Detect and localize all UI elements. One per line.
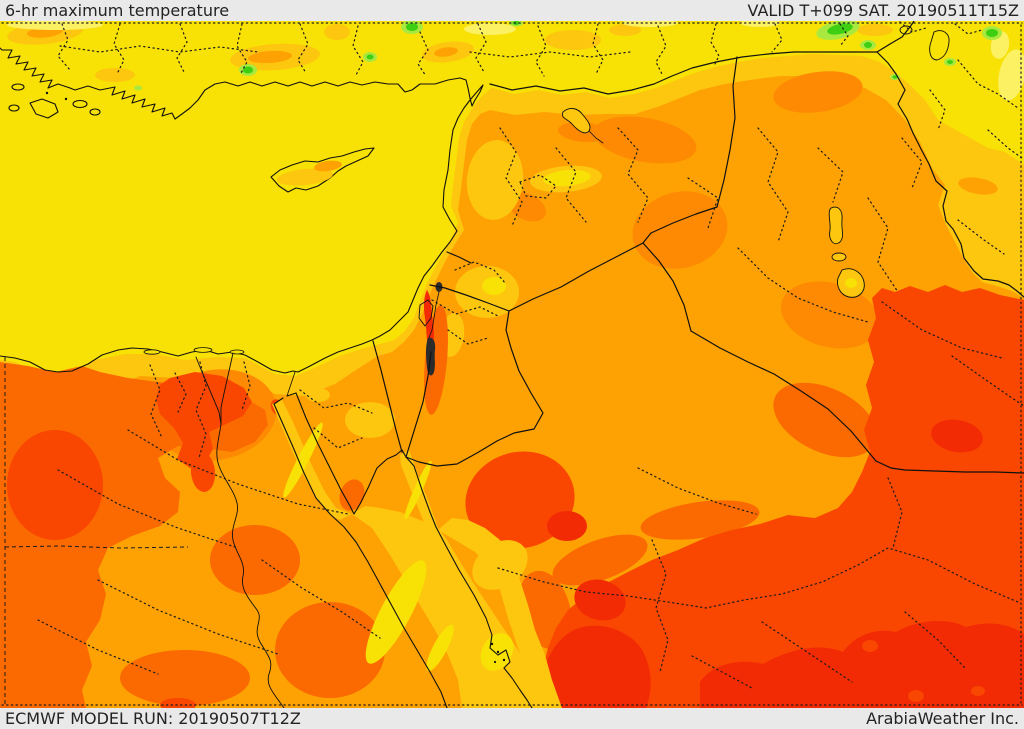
map-frame-dotted	[1, 22, 1023, 706]
syria-iraq-border	[642, 56, 738, 244]
temperature-map-canvas	[0, 21, 1024, 708]
valid-time-label: VALID T+099 SAT. 20190511T15Z	[747, 1, 1019, 20]
aegean-island	[11, 83, 25, 91]
turkey-syria-iraq-border	[489, 51, 878, 95]
brand-label: ArabiaWeather Inc.	[866, 709, 1019, 728]
aegean-coastline	[0, 47, 71, 89]
nile-east-branch	[220, 352, 234, 425]
turkey-iran-border	[876, 21, 915, 53]
coastal-lagoon	[229, 349, 245, 355]
nile-river	[195, 356, 285, 708]
jordan-river	[428, 291, 440, 339]
lake-tharthar	[828, 206, 844, 245]
weather-map	[0, 21, 1024, 708]
cyprus-interior	[277, 160, 342, 186]
coastal-lagoon	[143, 349, 161, 355]
iraq-saudi-border	[690, 330, 1024, 474]
cool-green-spots	[134, 21, 1002, 91]
aegean-island	[8, 104, 20, 112]
jordan-iraq-border	[642, 242, 692, 332]
temperature-field	[0, 21, 1024, 708]
lake-habbaniyah	[831, 252, 847, 262]
red-sea-islet	[490, 642, 494, 646]
iran-iraq-border	[876, 51, 1024, 298]
egypt-israel-border	[372, 340, 403, 453]
lebanon-border	[446, 251, 472, 264]
syria-jordan-border	[429, 242, 644, 312]
island-dot	[64, 97, 68, 101]
admin-boundaries	[37, 21, 1024, 689]
red-sea-islet	[493, 660, 497, 664]
map-title: 6-hr maximum temperature	[5, 1, 230, 20]
water-temperature-highlights	[272, 400, 562, 708]
suez-canal	[286, 371, 296, 397]
aegean-island	[72, 99, 88, 109]
euphrates-tail	[588, 130, 604, 144]
model-run-label: ECMWF MODEL RUN: 20190507T12Z	[5, 709, 301, 728]
rivers	[195, 130, 604, 708]
israel-jordan-border	[405, 351, 432, 458]
island-dot	[45, 91, 49, 95]
west-bank-outline	[418, 299, 434, 327]
jordan-saudi-border	[405, 310, 544, 467]
country-borders	[372, 21, 1024, 474]
egypt-sudan-border	[4, 545, 189, 549]
rhodes-island	[29, 98, 59, 119]
sinai-aqaba-saudi-coast	[286, 392, 533, 708]
gulf-of-suez-red-sea-west-coast	[273, 397, 448, 708]
red-sea-islet	[496, 650, 500, 654]
dashed-borders	[4, 357, 189, 706]
red-sea-islet	[502, 658, 506, 662]
coastal-lagoon	[193, 347, 213, 353]
lake-urmia	[929, 30, 950, 61]
footer-bar: ECMWF MODEL RUN: 20190507T12Z ArabiaWeat…	[0, 708, 1024, 729]
aegean-island	[89, 108, 101, 116]
header-bar: 6-hr maximum temperature VALID T+099 SAT…	[0, 0, 1024, 21]
lake-razzaza-center	[845, 278, 857, 288]
